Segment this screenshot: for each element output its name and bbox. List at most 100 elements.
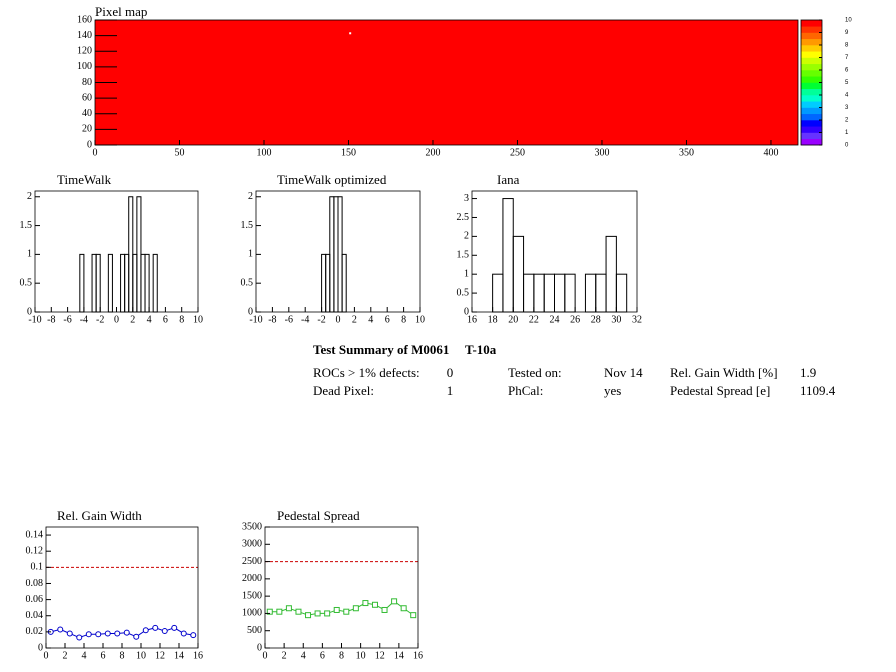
marker bbox=[391, 598, 398, 605]
marker bbox=[152, 624, 159, 631]
marker bbox=[66, 630, 73, 637]
x-tick-label: 0 bbox=[114, 314, 119, 325]
x-tick-label: 10 bbox=[356, 650, 366, 661]
x-tick-label: 22 bbox=[529, 314, 539, 325]
y-tick-label: 500 bbox=[247, 625, 262, 636]
y-tick-label: 100 bbox=[77, 61, 92, 72]
marker bbox=[305, 612, 312, 619]
heatmap-fill bbox=[95, 20, 798, 145]
y-tick-label: 0.12 bbox=[26, 545, 44, 556]
y-tick-label: 0.08 bbox=[26, 578, 44, 589]
colorbar-segment bbox=[801, 26, 822, 33]
marker bbox=[371, 601, 378, 608]
marker bbox=[352, 605, 359, 612]
marker bbox=[400, 605, 407, 612]
y-tick-label: 1 bbox=[27, 249, 32, 260]
x-tick-label: 14 bbox=[394, 650, 404, 661]
x-tick-label: 12 bbox=[155, 650, 165, 661]
y-tick-label: 0 bbox=[464, 306, 469, 317]
x-tick-label: -2 bbox=[96, 314, 104, 325]
marker bbox=[57, 626, 64, 633]
x-tick-label: 16 bbox=[413, 650, 423, 661]
summary-label: Rel. Gain Width [%] bbox=[670, 365, 778, 380]
x-tick-label: 24 bbox=[550, 314, 560, 325]
chart-title: TimeWalk bbox=[57, 172, 112, 187]
y-tick-label: 0.1 bbox=[31, 562, 44, 573]
y-tick-label: 0 bbox=[38, 642, 43, 653]
x-tick-label: 20 bbox=[508, 314, 518, 325]
marker bbox=[123, 629, 130, 636]
x-tick-label: 4 bbox=[368, 314, 373, 325]
x-tick-label: 4 bbox=[147, 314, 152, 325]
colorbar-segment bbox=[801, 45, 822, 52]
colorbar-segment bbox=[801, 88, 822, 96]
y-tick-label: 2 bbox=[464, 231, 469, 242]
x-tick-label: 26 bbox=[570, 314, 580, 325]
marker bbox=[104, 630, 111, 637]
y-tick-label: 2500 bbox=[242, 556, 262, 567]
x-tick-label: -6 bbox=[285, 314, 293, 325]
x-tick-label: -4 bbox=[301, 314, 309, 325]
colorbar-segment bbox=[801, 138, 822, 146]
chart-title: Pixel map bbox=[95, 4, 147, 19]
y-tick-label: 2000 bbox=[242, 573, 262, 584]
marker bbox=[410, 612, 417, 619]
x-tick-label: 250 bbox=[510, 147, 525, 158]
x-tick-label: 0 bbox=[336, 314, 341, 325]
data-line bbox=[269, 600, 414, 616]
marker bbox=[362, 600, 369, 607]
colorbar-label: 1 bbox=[845, 130, 849, 136]
y-tick-label: 1.5 bbox=[20, 220, 33, 231]
summary-label: PhCal: bbox=[508, 383, 543, 398]
colorbar-label: 3 bbox=[845, 105, 849, 111]
y-tick-label: 1.5 bbox=[457, 250, 470, 261]
x-tick-label: 8 bbox=[339, 650, 344, 661]
y-tick-label: 3500 bbox=[242, 521, 262, 532]
x-tick-label: -2 bbox=[317, 314, 325, 325]
y-tick-label: 60 bbox=[82, 92, 92, 103]
summary-value: 1109.4 bbox=[800, 383, 836, 398]
marker bbox=[266, 608, 273, 615]
summary-label: Tested on: bbox=[508, 365, 562, 380]
x-tick-label: 6 bbox=[385, 314, 390, 325]
chart-title: Pedestal Spread bbox=[277, 508, 360, 523]
x-tick-label: 10 bbox=[415, 314, 425, 325]
x-tick-label: 6 bbox=[320, 650, 325, 661]
x-tick-label: 100 bbox=[256, 147, 271, 158]
marker bbox=[276, 608, 283, 615]
summary-value: Nov 14 bbox=[604, 365, 643, 380]
summary-label: Dead Pixel: bbox=[313, 383, 374, 398]
x-tick-label: 14 bbox=[174, 650, 184, 661]
colorbar-segment bbox=[801, 82, 822, 90]
marker bbox=[190, 632, 197, 639]
colorbar-label: 5 bbox=[845, 80, 849, 86]
x-tick-label: -8 bbox=[47, 314, 55, 325]
marker bbox=[285, 605, 292, 612]
x-tick-label: 4 bbox=[82, 650, 87, 661]
marker bbox=[314, 610, 321, 617]
y-tick-label: 0.5 bbox=[457, 287, 470, 298]
colorbar-label: 9 bbox=[845, 30, 849, 36]
colorbar-segment bbox=[801, 107, 822, 115]
x-tick-label: 2 bbox=[352, 314, 357, 325]
colorbar-segment bbox=[801, 32, 822, 40]
marker bbox=[343, 608, 350, 615]
marker bbox=[133, 633, 140, 640]
y-tick-label: 1 bbox=[248, 249, 253, 260]
y-tick-label: 3000 bbox=[242, 539, 262, 550]
marker bbox=[381, 606, 388, 613]
y-tick-label: 0 bbox=[257, 642, 262, 653]
chart-title: Iana bbox=[497, 172, 520, 187]
marker bbox=[171, 624, 178, 631]
x-tick-label: 350 bbox=[679, 147, 694, 158]
y-tick-label: 80 bbox=[82, 77, 92, 88]
colorbar-label: 7 bbox=[845, 55, 849, 61]
marker bbox=[161, 628, 168, 635]
x-tick-label: 8 bbox=[179, 314, 184, 325]
marker bbox=[324, 610, 331, 617]
colorbar-segment bbox=[801, 120, 822, 127]
colorbar-label: 10 bbox=[845, 18, 852, 24]
marker bbox=[85, 631, 92, 638]
y-tick-label: 2 bbox=[27, 191, 32, 202]
y-tick-label: 2.5 bbox=[457, 212, 470, 223]
